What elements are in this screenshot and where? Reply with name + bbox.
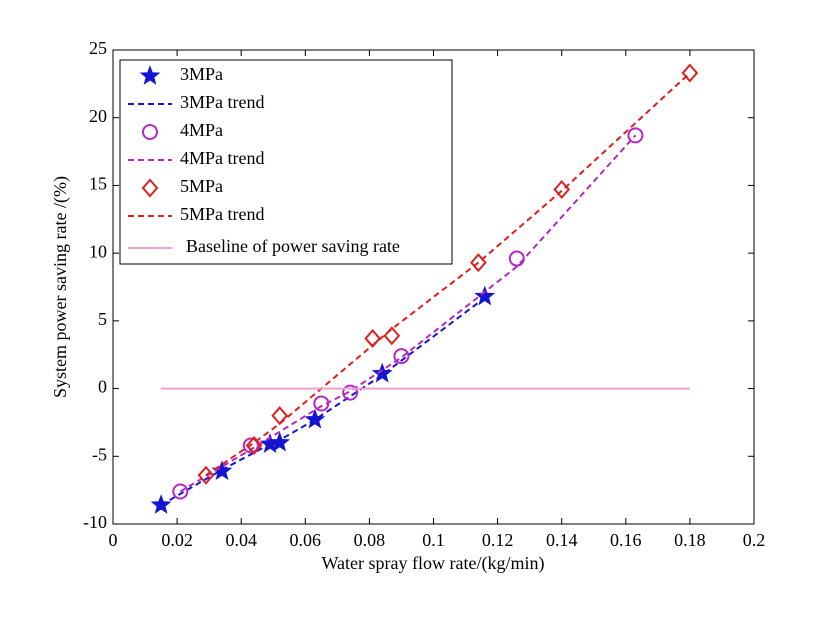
x-tick-label: 0: [109, 530, 118, 550]
diamond-marker: [470, 253, 487, 273]
series-line: [160, 297, 486, 506]
x-tick-label: 0.08: [354, 530, 386, 550]
y-tick-label: 5: [98, 309, 107, 329]
x-tick-label: 0.2: [743, 530, 766, 550]
x-axis-label: Water spray flow rate/(kg/min): [322, 553, 545, 574]
star-marker: [304, 408, 326, 429]
x-tick-label: 0.16: [610, 530, 642, 550]
y-tick-label: 10: [89, 241, 107, 261]
circle-marker: [342, 384, 359, 401]
y-tick-label: -10: [83, 512, 107, 532]
legend-box: [119, 59, 453, 265]
star-marker: [474, 285, 496, 306]
x-tick-label: 0.12: [482, 530, 514, 550]
legend-label: 5MPa: [180, 176, 223, 196]
legend-marker: [139, 65, 161, 85]
legend-label: 4MPa: [180, 120, 223, 140]
legend-label: Baseline of power saving rate: [186, 236, 400, 256]
y-tick-label: 25: [89, 38, 107, 58]
x-tick-label: 0.18: [674, 530, 706, 550]
circle-marker: [627, 127, 644, 144]
legend-label: 4MPa trend: [180, 148, 265, 168]
x-tick-label: 0.06: [290, 530, 322, 550]
legend-label: 3MPa trend: [180, 92, 265, 112]
legend-label: 3MPa: [180, 64, 223, 84]
circle-marker: [172, 483, 189, 500]
y-tick-label: 20: [89, 106, 107, 126]
star-marker: [269, 431, 291, 452]
x-tick-label: 0.14: [546, 530, 578, 550]
circle-marker: [508, 250, 525, 267]
y-axis-label: System power saving rate /(%): [50, 176, 71, 398]
y-tick-label: 15: [89, 174, 107, 194]
diamond-marker: [681, 63, 699, 83]
series-line: [205, 72, 691, 477]
diamond-marker: [245, 435, 263, 455]
x-tick-label: 0.02: [161, 530, 193, 550]
x-tick-label: 0.1: [422, 530, 445, 550]
legend-label: 5MPa trend: [180, 204, 265, 224]
legend-marker: [142, 124, 158, 140]
x-tick-label: 0.04: [225, 530, 257, 550]
y-tick-label: -5: [92, 444, 107, 464]
circle-marker: [393, 348, 410, 365]
y-tick-label: 0: [98, 377, 107, 397]
legend-marker: [141, 178, 159, 198]
